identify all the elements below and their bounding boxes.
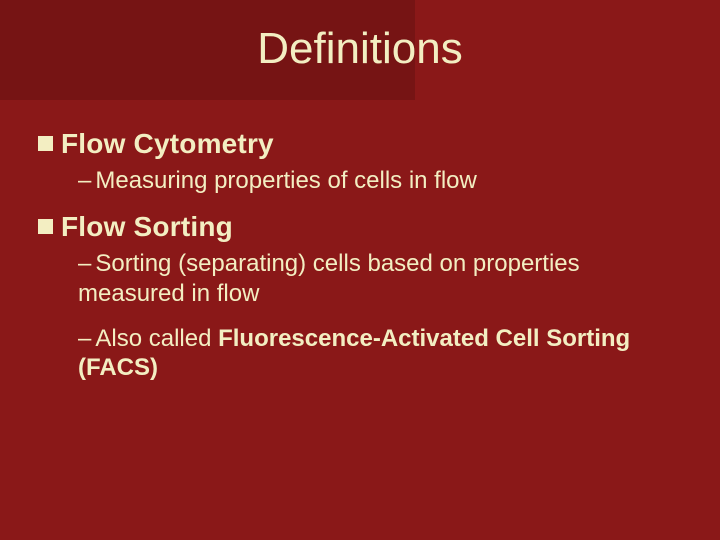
lvl1-text: Flow Sorting	[61, 211, 233, 242]
lvl1-heading: Flow Sorting	[38, 211, 690, 243]
lvl2-line: –Measuring properties of cells in flow	[78, 166, 690, 195]
dash-bullet-icon: –	[78, 167, 91, 194]
slide-content: Flow Cytometry –Measuring properties of …	[38, 128, 690, 398]
lvl2-text-prefix: Also called	[95, 325, 218, 352]
lvl2-text: Sorting (separating) cells based on prop…	[78, 250, 580, 306]
list-item: Flow Sorting –Sorting (separating) cells…	[38, 211, 690, 382]
dash-bullet-icon: –	[78, 250, 91, 277]
dash-bullet-icon: –	[78, 325, 91, 352]
lvl1-text: Flow Cytometry	[61, 128, 274, 159]
square-bullet-icon	[38, 219, 53, 234]
lvl2-text: Measuring properties of cells in flow	[95, 167, 477, 194]
list-item: Flow Cytometry –Measuring properties of …	[38, 128, 690, 195]
lvl1-heading: Flow Cytometry	[38, 128, 690, 160]
lvl2-line: –Also called Fluorescence-Activated Cell…	[78, 324, 690, 383]
slide-title: Definitions	[0, 24, 720, 74]
square-bullet-icon	[38, 136, 53, 151]
slide: Definitions Flow Cytometry –Measuring pr…	[0, 0, 720, 540]
lvl2-line: –Sorting (separating) cells based on pro…	[78, 249, 690, 308]
